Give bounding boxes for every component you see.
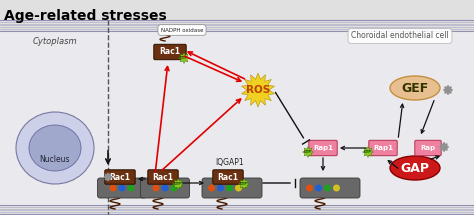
FancyBboxPatch shape [300, 178, 360, 198]
Polygon shape [439, 143, 448, 152]
Circle shape [306, 184, 313, 192]
Ellipse shape [390, 156, 440, 180]
Text: IQGAP1: IQGAP1 [216, 158, 244, 166]
Circle shape [153, 184, 159, 192]
Text: Rac1: Rac1 [109, 172, 130, 181]
Text: Rac1: Rac1 [153, 172, 173, 181]
Circle shape [315, 184, 322, 192]
FancyBboxPatch shape [148, 170, 178, 184]
Ellipse shape [390, 76, 440, 100]
FancyBboxPatch shape [140, 178, 190, 198]
Circle shape [226, 184, 233, 192]
FancyBboxPatch shape [213, 170, 243, 184]
Circle shape [109, 184, 117, 192]
Text: ROS: ROS [246, 85, 270, 95]
Text: GTP: GTP [364, 150, 372, 154]
Text: GTP: GTP [240, 182, 248, 186]
Text: Choroidal endothelial cell: Choroidal endothelial cell [351, 32, 449, 40]
Circle shape [162, 184, 168, 192]
FancyBboxPatch shape [369, 140, 397, 156]
Text: NADPH oxidase: NADPH oxidase [161, 28, 203, 32]
Polygon shape [302, 146, 313, 158]
Circle shape [217, 184, 224, 192]
Text: Rac1: Rac1 [159, 48, 181, 57]
Circle shape [171, 184, 177, 192]
FancyBboxPatch shape [154, 44, 186, 60]
Circle shape [118, 184, 126, 192]
Text: Rap1: Rap1 [313, 145, 333, 151]
Text: GEF: GEF [401, 81, 428, 95]
FancyBboxPatch shape [415, 140, 441, 156]
Circle shape [235, 184, 242, 192]
Bar [0, 31, 474, 206]
Polygon shape [173, 178, 183, 189]
Circle shape [324, 184, 331, 192]
Circle shape [128, 184, 135, 192]
Polygon shape [444, 86, 453, 95]
Text: Rap1: Rap1 [373, 145, 393, 151]
Text: Age-related stresses: Age-related stresses [4, 9, 167, 23]
Text: GTP: GTP [304, 150, 312, 154]
FancyBboxPatch shape [309, 140, 337, 156]
Text: Rap: Rap [420, 145, 436, 151]
Circle shape [208, 184, 215, 192]
Polygon shape [104, 173, 112, 181]
FancyBboxPatch shape [105, 170, 135, 184]
Ellipse shape [16, 112, 94, 184]
Text: GAP: GAP [401, 161, 429, 175]
Ellipse shape [29, 125, 81, 171]
Circle shape [333, 184, 340, 192]
Text: GTP: GTP [174, 182, 182, 186]
Polygon shape [179, 52, 190, 63]
Text: Nucleus: Nucleus [40, 155, 70, 164]
FancyBboxPatch shape [202, 178, 262, 198]
FancyBboxPatch shape [98, 178, 146, 198]
Text: Rac1: Rac1 [218, 172, 238, 181]
Text: Cytoplasm: Cytoplasm [33, 37, 77, 46]
Polygon shape [363, 146, 374, 158]
Polygon shape [238, 178, 249, 189]
Text: GTP: GTP [180, 56, 188, 60]
Polygon shape [241, 73, 274, 107]
